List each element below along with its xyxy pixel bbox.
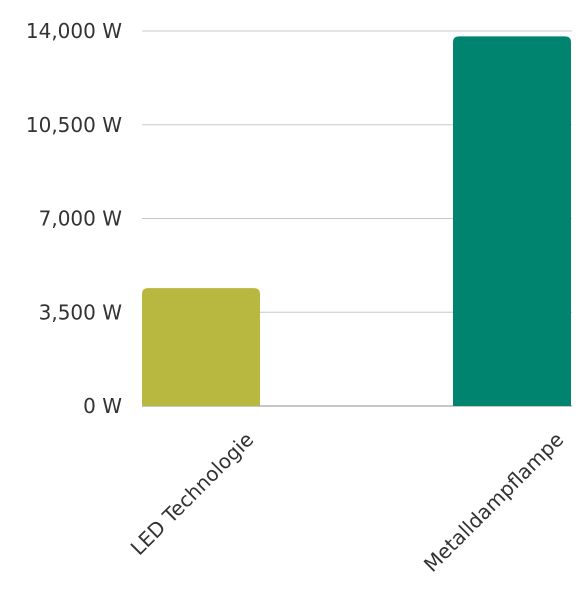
x-category-label: LED Technologie	[126, 427, 259, 560]
y-tick-label: 10,500 W	[26, 113, 122, 137]
x-axis-category-labels: LED Technologie Metalldampflampe	[126, 427, 569, 576]
y-tick-label: 14,000 W	[26, 19, 122, 43]
bars	[142, 36, 571, 406]
y-tick-label: 3,500 W	[39, 300, 123, 324]
y-tick-label: 7,000 W	[39, 207, 123, 231]
bar-led-technologie	[142, 288, 260, 406]
x-category-label: Metalldampflampe	[419, 427, 568, 576]
y-tick-label: 0 W	[83, 394, 122, 418]
bar-metalldampflampe	[453, 36, 571, 406]
y-axis-tick-labels: 0 W 3,500 W 7,000 W 10,500 W 14,000 W	[26, 19, 122, 418]
